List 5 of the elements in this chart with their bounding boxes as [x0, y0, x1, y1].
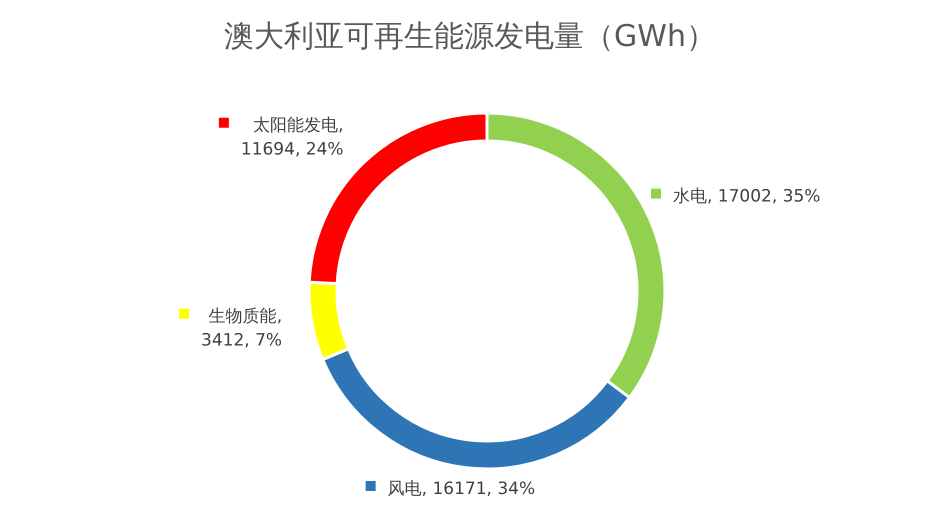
label: 风电, 16171, 34% [388, 479, 536, 499]
label: 生物质能, 3412, 7% [201, 306, 282, 351]
chart-title: 澳大利亚可再生能源发电量（GWh） [224, 19, 716, 54]
label: 水电, 17002, 35% [672, 186, 820, 207]
label: 太阳能发电, 11694, 24% [240, 116, 344, 160]
